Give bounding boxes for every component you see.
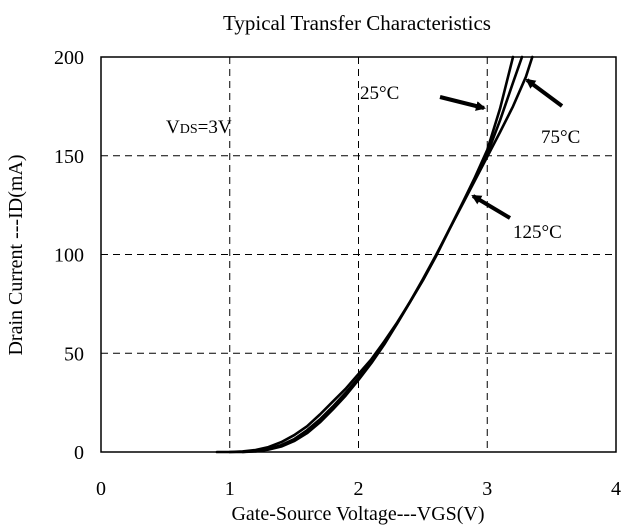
vds-annotation-main: V <box>166 117 180 138</box>
label-25c: 25°C <box>360 83 399 104</box>
vds-annotation: VDS=3V <box>166 117 232 138</box>
vds-annotation-sub: DS <box>180 122 198 137</box>
x-tick-label: 2 <box>354 478 364 500</box>
arrow-25c <box>439 95 486 111</box>
x-tick-labels: 0 1 2 3 4 <box>96 478 621 500</box>
x-tick-label: 0 <box>96 478 106 500</box>
series-group <box>215 55 534 454</box>
chart-title: Typical Transfer Characteristics <box>223 11 491 35</box>
label-75c: 75°C <box>541 127 580 148</box>
plot-frame <box>100 56 617 453</box>
arrow-125c <box>471 194 512 220</box>
x-tick-label: 4 <box>611 478 621 500</box>
y-tick-label: 200 <box>54 47 84 69</box>
vds-annotation-tail: =3V <box>198 117 232 138</box>
x-tick-label: 3 <box>482 478 492 500</box>
grid-lines <box>101 57 616 452</box>
y-axis-label: Drain Current ---ID(mA) <box>5 154 27 355</box>
y-tick-label: 150 <box>54 146 84 168</box>
series-line-125c <box>241 55 534 454</box>
label-125c: 125°C <box>513 222 562 243</box>
y-tick-label: 0 <box>74 442 84 464</box>
arrow-75c <box>525 78 564 108</box>
y-tick-label: 50 <box>64 343 84 365</box>
x-tick-label: 1 <box>225 478 235 500</box>
y-tick-labels: 0 50 100 150 200 <box>54 47 84 464</box>
y-tick-label: 100 <box>54 245 84 267</box>
x-axis-label: Gate-Source Voltage---VGS(V) <box>231 503 484 525</box>
